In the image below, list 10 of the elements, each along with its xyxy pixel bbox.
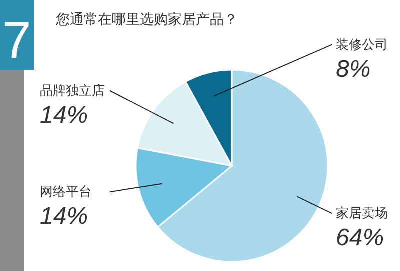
chart-title: 您通常在哪里选购家居产品？ — [55, 11, 238, 27]
slice-label: 品牌独立店 — [40, 82, 105, 98]
data-label: 64% — [336, 224, 384, 252]
slice-label: 装修公司 — [336, 36, 388, 52]
slice-label: 网络平台 — [40, 184, 92, 200]
data-label: 14% — [40, 102, 88, 129]
slice-label: 家居卖场 — [336, 206, 388, 221]
data-label: 8% — [336, 56, 371, 83]
text: 7 — [2, 12, 32, 70]
data-label: 14% — [40, 203, 88, 230]
